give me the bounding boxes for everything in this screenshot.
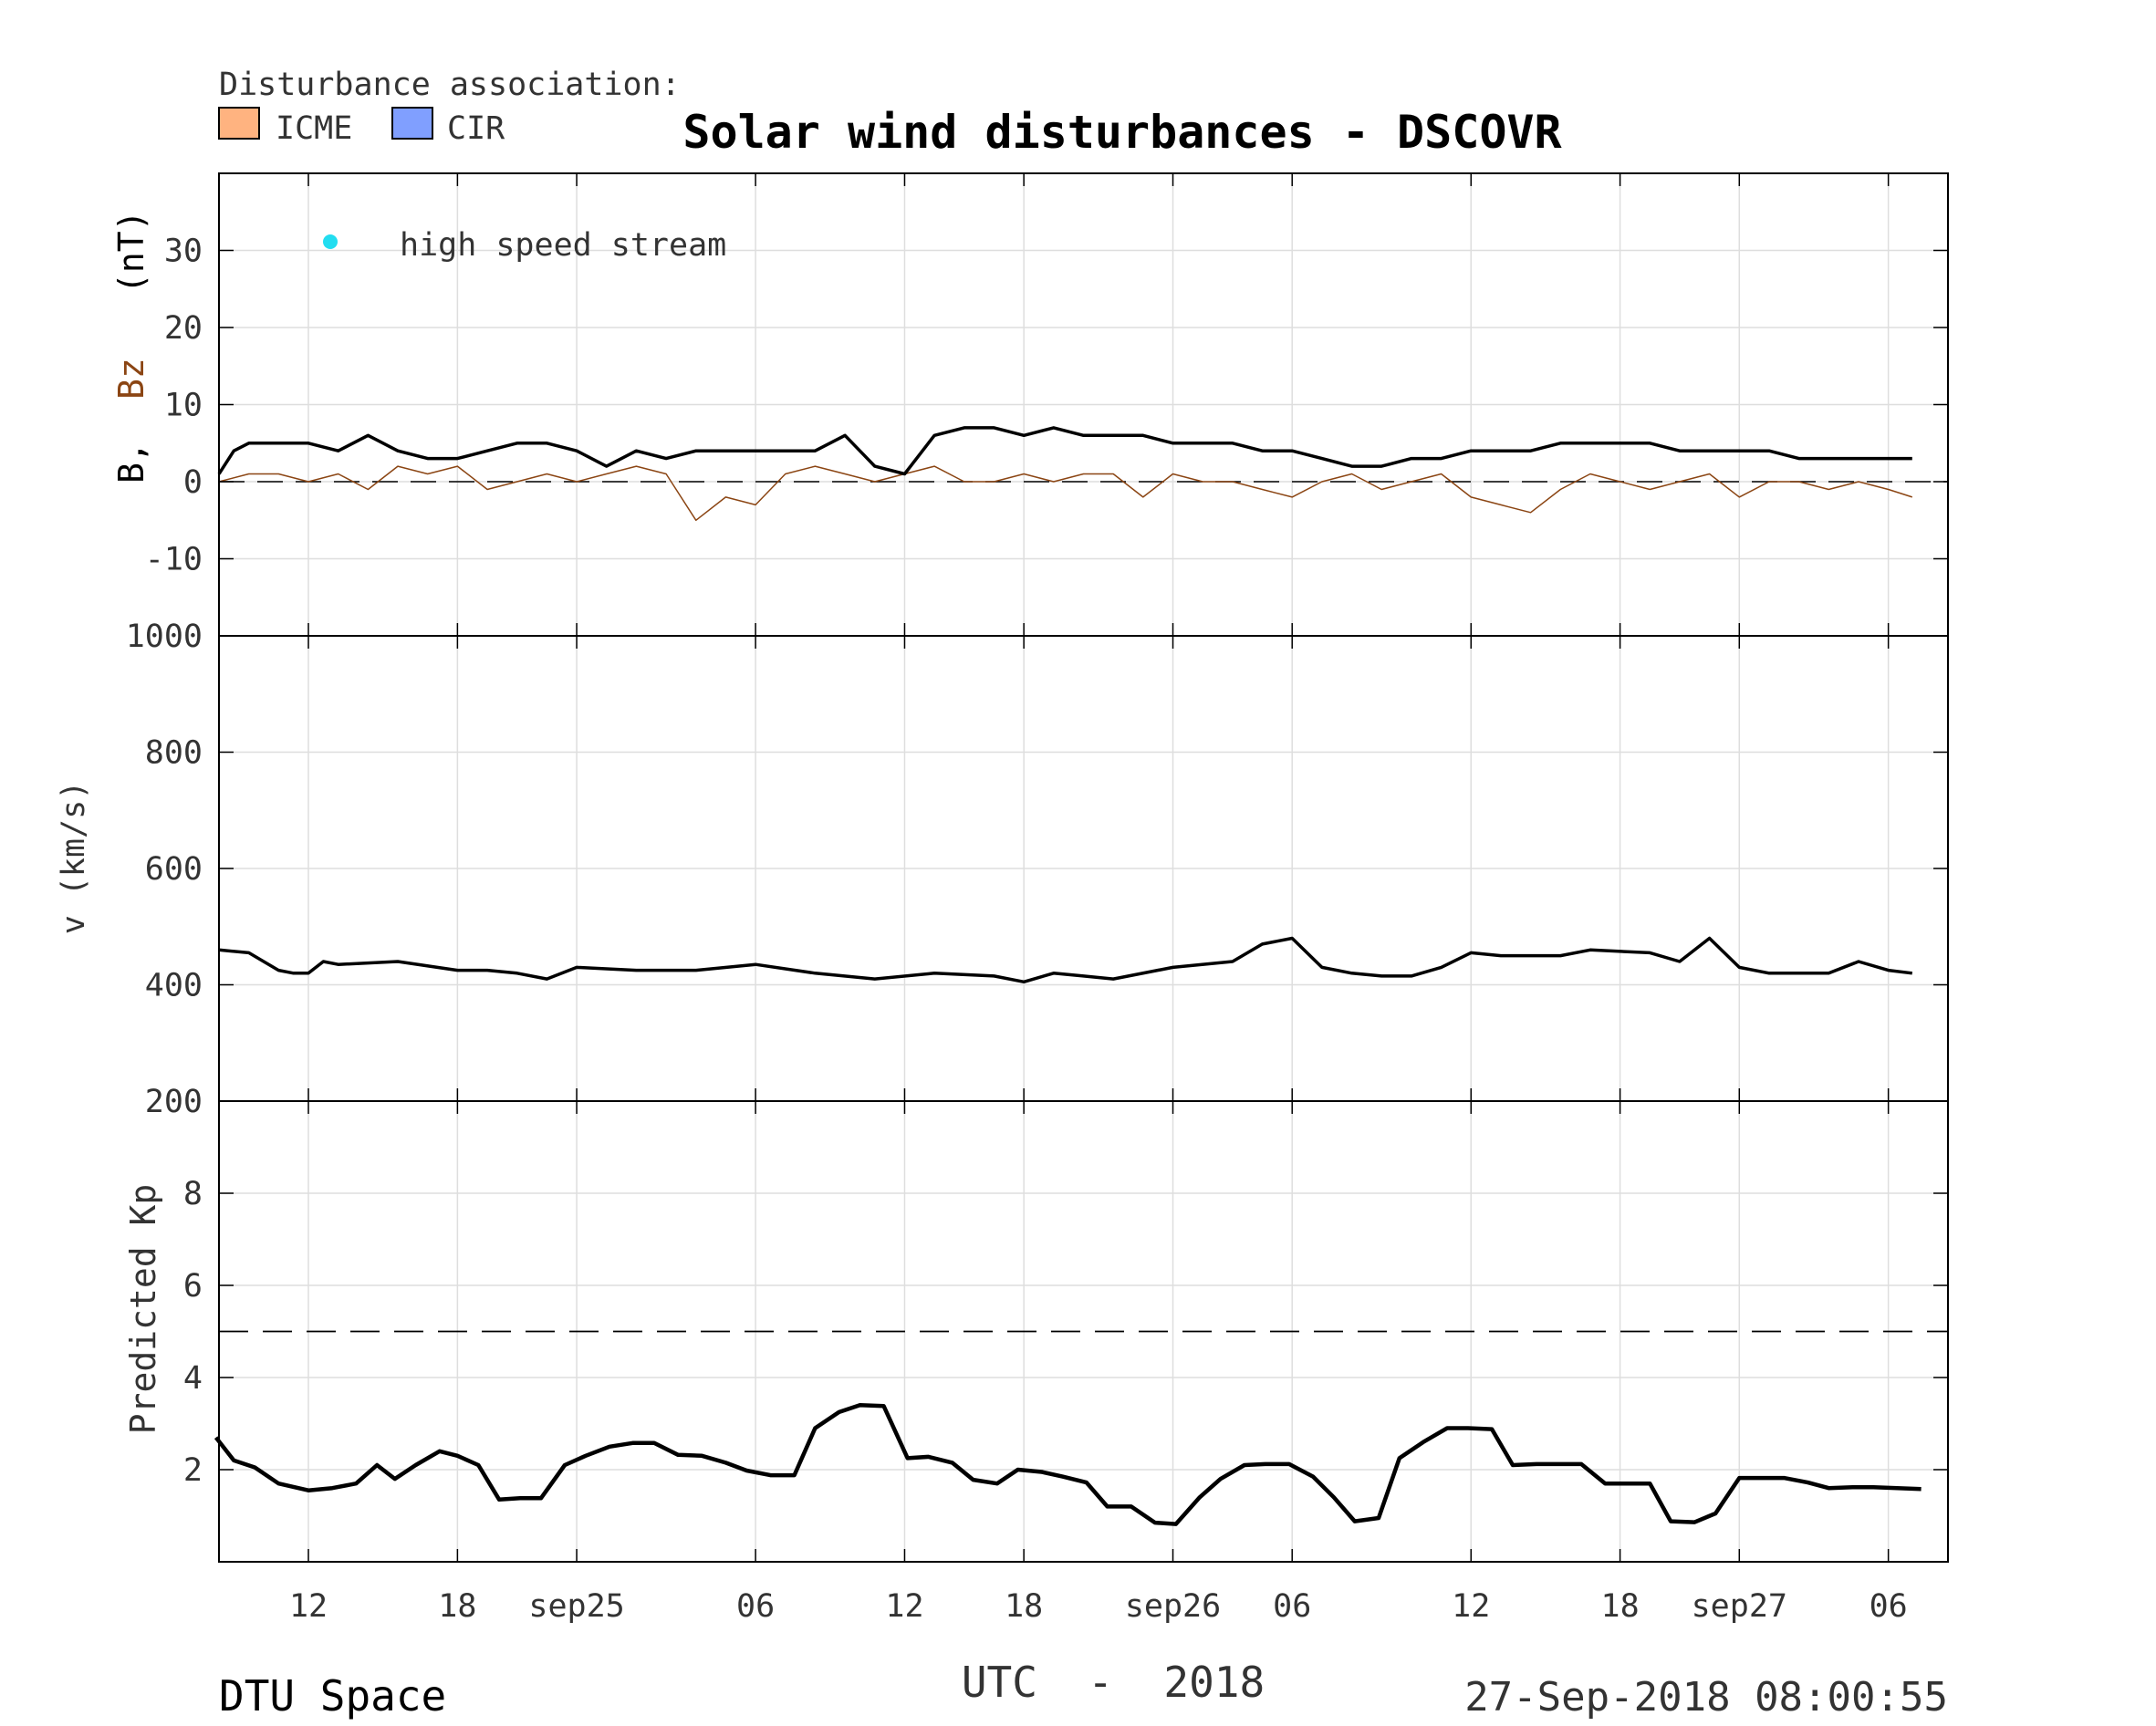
footer-left: DTU Space: [219, 1671, 446, 1721]
hss-marker-icon: [323, 234, 338, 249]
b-series-line: [217, 426, 1912, 476]
axes-box-kp-panel: [218, 1100, 1949, 1563]
ylabel-speed: v (km/s): [56, 781, 92, 935]
xtick-label-6: sep26: [1125, 1588, 1221, 1625]
axis-layer: -10 0 10 20 30 200 400 600 800 1000 2 4 6 8 12 18 sep25 0…: [126, 172, 1949, 1625]
ylabel-b: B,: [111, 442, 151, 483]
speed-series-line: [218, 936, 1913, 984]
data-layer: [214, 426, 1948, 1526]
xtick-label-10: sep27: [1692, 1588, 1787, 1625]
ytick-label-speed-panel-1: 400: [145, 968, 203, 1004]
ytick-label-kp-panel-2: 6: [183, 1268, 203, 1305]
ytick-label-b-panel-4: 30: [164, 234, 203, 270]
ytick-label-speed-panel-3: 800: [145, 735, 203, 772]
kp-series-line: [214, 1403, 1922, 1526]
footer-right: 27-Sep-2018 08:00:55: [1464, 1674, 1948, 1721]
legend-label-icme: ICME: [276, 110, 352, 147]
xtick-label-9: 18: [1601, 1588, 1640, 1625]
ytick-label-speed-panel-0: 200: [145, 1084, 203, 1120]
ylabel-kp: Predicted Kp: [123, 1184, 163, 1435]
ytick-label-speed-panel-2: 600: [145, 851, 203, 888]
ytick-label-b-panel-3: 20: [164, 310, 203, 347]
ytick-label-speed-panel-4: 1000: [126, 619, 203, 655]
xtick-label-4: 12: [885, 1588, 923, 1625]
xtick-label-3: 06: [736, 1588, 775, 1625]
xtick-label-11: 06: [1870, 1588, 1908, 1625]
xtick-label-1: 18: [438, 1588, 476, 1625]
xtick-label-2: sep25: [528, 1588, 624, 1625]
legend-swatch-cir: [391, 107, 433, 140]
xtick-label-7: 06: [1273, 1588, 1311, 1625]
ytick-label-kp-panel-3: 8: [183, 1176, 203, 1212]
chart-title: Solar wind disturbances - DSCOVR: [682, 106, 1562, 159]
footer-center: UTC - 2018: [962, 1658, 1265, 1707]
ytick-label-kp-panel-1: 4: [183, 1360, 203, 1397]
xtick-label-0: 12: [289, 1588, 328, 1625]
ylabel-bz: Bz: [111, 358, 151, 400]
xtick-label-8: 12: [1452, 1588, 1490, 1625]
hss-label: high speed stream: [400, 227, 726, 264]
legend-swatch-icme: [218, 107, 260, 140]
bz-series-line: [218, 465, 1913, 522]
ytick-label-b-panel-0: -10: [145, 542, 203, 578]
ytick-label-b-panel-2: 10: [164, 388, 203, 424]
ytick-label-kp-panel-0: 2: [183, 1452, 203, 1489]
legend-heading: Disturbance association:: [219, 67, 681, 103]
xtick-label-5: 18: [1005, 1588, 1043, 1625]
legend-label-cir: CIR: [447, 110, 505, 147]
ytick-label-b-panel-1: 0: [183, 464, 203, 501]
ylabel-b-unit: (nT): [111, 210, 151, 294]
